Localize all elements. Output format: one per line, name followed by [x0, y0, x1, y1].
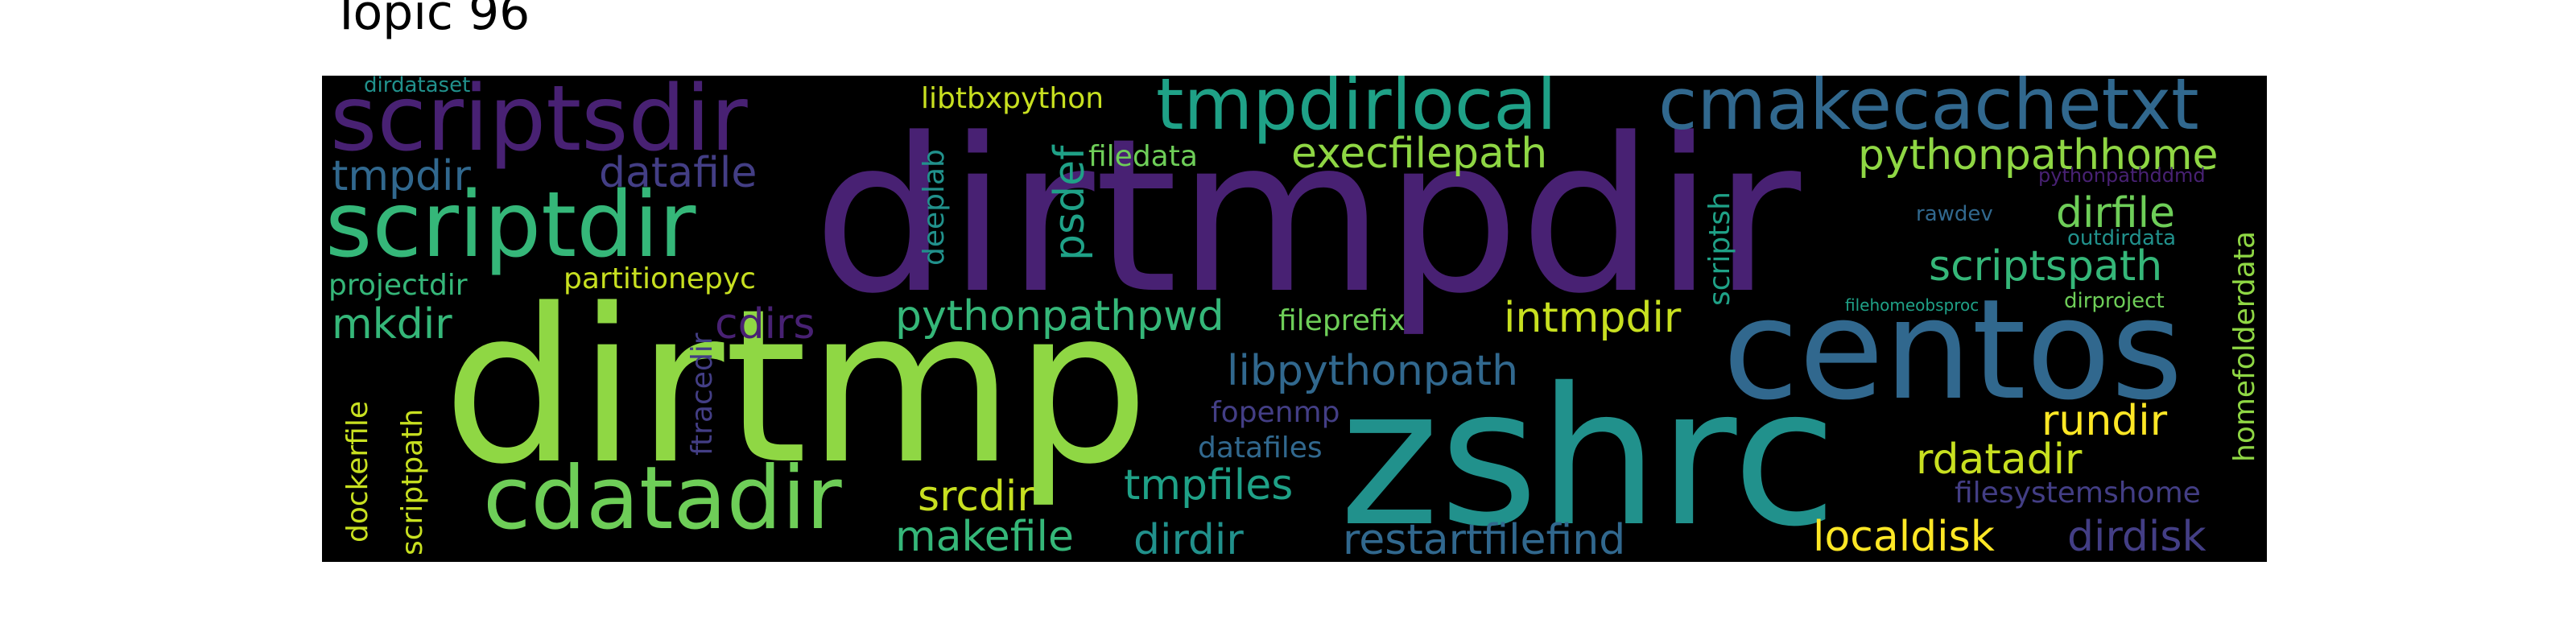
word-homefolderdata: homefolderdata [2228, 230, 2262, 462]
word-dirtmpdir: dirtmpdir [813, 93, 1802, 341]
word-dirdisk: dirdisk [2067, 514, 2207, 562]
word-cdirs: cdirs [715, 301, 815, 349]
word-dirdir: dirdir [1133, 517, 1244, 562]
word-restartfilefind: restartfilefind [1343, 517, 1626, 562]
word-dockerfile: dockerfile [341, 400, 375, 543]
word-mkdir: mkdir [332, 301, 452, 349]
word-outdirdata: outdirdata [2067, 227, 2177, 251]
word-dirfile: dirfile [2056, 190, 2176, 238]
word-localdisk: localdisk [1813, 514, 1995, 562]
word-rundir: rundir [2041, 398, 2168, 446]
word-scriptsdir: scriptsdir [330, 76, 748, 172]
word-deeplab: deeplab [918, 149, 952, 266]
word-centos: centos [1723, 270, 2183, 431]
word-pythonpathhome: pythonpathhome [1858, 132, 2219, 180]
word-dirdataset: dirdataset [364, 76, 471, 98]
word-rdatadir: rdatadir [1916, 436, 2083, 485]
word-psdef: psdef [1046, 145, 1095, 261]
figure-title: Topic 96 [332, 0, 530, 42]
word-ftracedir: ftracedir [686, 332, 720, 456]
word-rawdev: rawdev [1916, 203, 1993, 227]
word-pythonpathpwd: pythonpathpwd [895, 293, 1224, 341]
word-intmpdir: intmpdir [1504, 295, 1682, 343]
word-filehomeobsproc: filehomeobsproc [1845, 298, 1979, 316]
word-cloud: dirtmpdir dirtmp zshrc centos scriptsdir… [322, 76, 2267, 562]
word-cmakecachetxt: cmakecachetxt [1658, 76, 2199, 147]
word-pythonpathddmd: pythonpathddmd [2038, 164, 2206, 187]
word-scriptdir: scriptdir [325, 174, 696, 279]
word-dirtmp: dirtmp [443, 264, 1150, 512]
word-fopenmp: fopenmp [1211, 396, 1340, 430]
word-zshrc: zshrc [1340, 346, 1838, 562]
word-scriptsh: scriptsh [1703, 192, 1737, 306]
word-scriptpath: scriptpath [396, 408, 430, 555]
word-libtbxpython: libtbxpython [921, 82, 1104, 116]
word-fileprefix: fileprefix [1278, 304, 1406, 338]
word-partitionepyc: partitionepyc [564, 262, 756, 296]
word-dirproject: dirproject [2064, 290, 2165, 314]
word-datafiles: datafiles [1198, 431, 1323, 465]
word-libpythonpath: libpythonpath [1227, 348, 1519, 396]
word-cdatadir: cdatadir [483, 448, 842, 549]
word-projectdir: projectdir [328, 269, 468, 303]
word-tmpdir: tmpdir [332, 153, 471, 201]
word-tmpfiles: tmpfiles [1124, 462, 1294, 510]
word-makefile: makefile [895, 514, 1074, 562]
word-tmpdirlocal: tmpdirlocal [1156, 76, 1557, 147]
word-filesystemshome: filesystemshome [1955, 477, 2201, 510]
word-datafile: datafile [599, 150, 758, 198]
word-srcdir: srcdir [918, 473, 1034, 522]
word-execfilepath: execfilepath [1291, 130, 1548, 179]
word-filedata: filedata [1088, 140, 1198, 174]
word-scriptspath: scriptspath [1929, 243, 2163, 291]
